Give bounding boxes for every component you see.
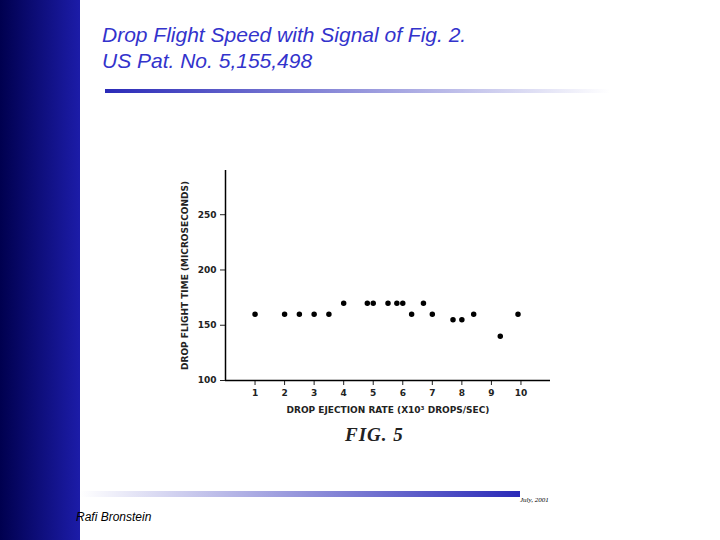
html-text:FIG. 5: FIG. 5 [345,424,404,445]
svg-text:9: 9 [488,388,494,398]
svg-text:1: 1 [252,388,258,398]
html-text:Drop Flight Speed with Signal: Drop Flight Speed with Signal of Fig. 2. [102,23,467,46]
svg-text:6: 6 [400,388,406,398]
svg-text:7: 7 [429,388,435,398]
svg-text:4: 4 [341,388,347,398]
svg-text:10: 10 [515,388,528,398]
html-text:July, 2001: July, 2001 [520,496,549,504]
svg-text:3: 3 [311,388,317,398]
svg-text:250: 250 [198,210,217,220]
svg-text:DROP EJECTION RATE (X10³ DROPS: DROP EJECTION RATE (X10³ DROPS/SEC) [287,405,490,415]
svg-text:2: 2 [281,388,287,398]
html-text:Rafi Bronstein: Rafi Bronstein [76,510,152,524]
svg-text:5: 5 [370,388,376,398]
svg-text:100: 100 [198,375,217,385]
svg-text:DROP FLIGHT TIME (MICROSECONDS: DROP FLIGHT TIME (MICROSECONDS) [180,181,190,370]
svg-text:150: 150 [198,320,217,330]
html-text:US Pat. No. 5,155,498: US Pat. No. 5,155,498 [102,49,313,72]
svg-text:200: 200 [198,265,217,275]
svg-text:8: 8 [459,388,465,398]
